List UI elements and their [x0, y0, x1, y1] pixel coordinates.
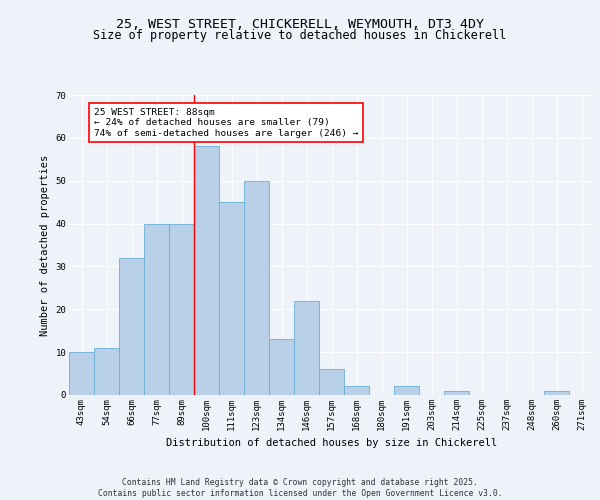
Bar — [544, 390, 569, 395]
Text: 25 WEST STREET: 88sqm
← 24% of detached houses are smaller (79)
74% of semi-deta: 25 WEST STREET: 88sqm ← 24% of detached … — [94, 108, 359, 138]
Bar — [69, 352, 94, 395]
X-axis label: Distribution of detached houses by size in Chickerell: Distribution of detached houses by size … — [166, 438, 497, 448]
Bar — [194, 146, 219, 395]
Bar — [144, 224, 169, 395]
Bar — [269, 340, 294, 395]
Y-axis label: Number of detached properties: Number of detached properties — [40, 154, 50, 336]
Bar — [319, 370, 344, 395]
Bar — [344, 386, 369, 395]
Bar — [219, 202, 244, 395]
Bar — [444, 390, 469, 395]
Bar — [169, 224, 194, 395]
Bar — [294, 300, 319, 395]
Text: 25, WEST STREET, CHICKERELL, WEYMOUTH, DT3 4DY: 25, WEST STREET, CHICKERELL, WEYMOUTH, D… — [116, 18, 484, 30]
Bar — [394, 386, 419, 395]
Bar — [94, 348, 119, 395]
Text: Size of property relative to detached houses in Chickerell: Size of property relative to detached ho… — [94, 29, 506, 42]
Bar — [119, 258, 144, 395]
Text: Contains HM Land Registry data © Crown copyright and database right 2025.
Contai: Contains HM Land Registry data © Crown c… — [98, 478, 502, 498]
Bar — [244, 180, 269, 395]
